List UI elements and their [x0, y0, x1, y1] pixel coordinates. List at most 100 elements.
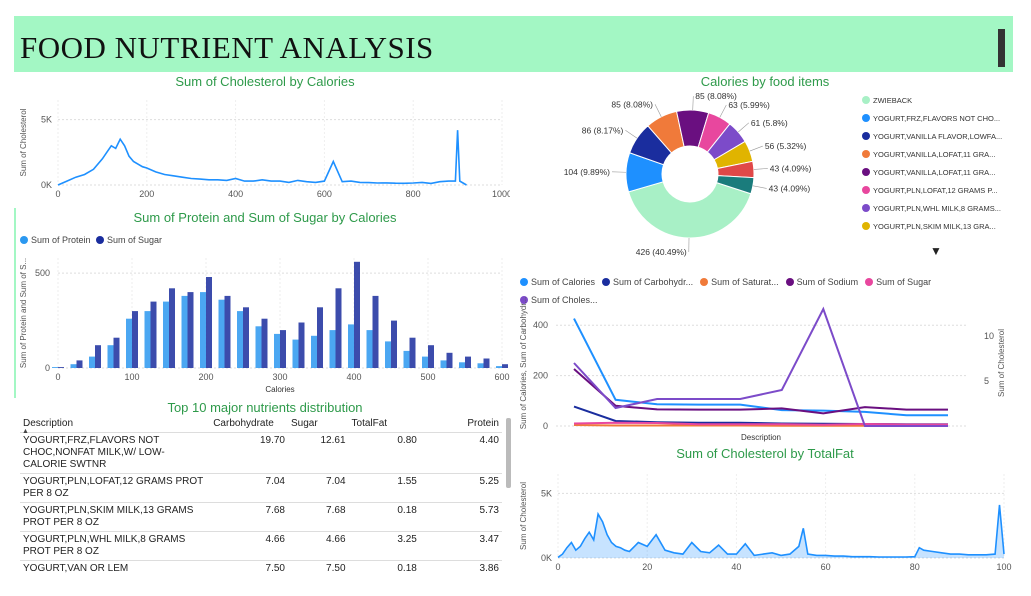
legend-label: Sum of Choles... — [531, 295, 598, 305]
x-axis-label: Description — [741, 433, 781, 442]
bar — [409, 337, 416, 368]
x-tick-label: 300 — [272, 372, 287, 382]
bar — [255, 326, 262, 368]
legend-sugar[interactable]: Sum of Sugar — [96, 235, 162, 245]
combo-legend-item[interactable]: Sum of Calories — [520, 277, 595, 287]
pie-legend-item[interactable]: ZWIEBACK — [862, 96, 1002, 114]
slice-leader — [625, 130, 638, 139]
bar — [150, 301, 157, 368]
pie-legend-item[interactable]: YOGURT,VANILLA FLAVOR,LOWFA... — [862, 132, 1002, 150]
cell-sugar: 4.66 — [288, 531, 349, 561]
series-line — [573, 306, 948, 427]
y-tick-label: 500 — [35, 268, 50, 278]
bar — [366, 330, 373, 368]
table-header-row: Description Carbohydrate Sugar TotalFat … — [20, 416, 502, 433]
bar — [113, 337, 120, 368]
cell-protein: 4.40 — [419, 432, 502, 474]
pie-legend-item[interactable]: YOGURT,VANILLA,LOFAT,11 GRA... — [862, 168, 1002, 186]
title-banner: FOOD NUTRIENT ANALYSIS — [14, 16, 1013, 72]
cell-carbohydrate: 19.70 — [210, 432, 288, 474]
legend-protein[interactable]: Sum of Protein — [20, 235, 91, 245]
pie-legend-item[interactable]: YOGURT,PLN,WHL MILK,8 GRAMS... — [862, 204, 1002, 222]
slice-leader — [749, 145, 763, 152]
col-description[interactable]: Description — [23, 418, 74, 429]
cell-description: YOGURT,PLN,WHL MILK,8 GRAMS PROT PER 8 O… — [20, 531, 211, 561]
bar — [261, 318, 268, 368]
legend-dot-icon — [20, 236, 28, 244]
calories-by-food-pie[interactable]: 426 (40.49%) 104 (9.89%) 86 (8.17%) 85 (8.0… — [520, 92, 860, 262]
bar — [274, 333, 280, 368]
pie-slice — [627, 181, 752, 239]
x-tick-label: 400 — [346, 372, 361, 382]
x-tick-label: 60 — [821, 562, 831, 572]
cell-description: YOGURT,PLN,LOFAT,12 GRAMS PROT PER 8 OZ — [20, 473, 211, 503]
col-carbohydrate[interactable]: Carbohydrate — [213, 418, 274, 429]
y-axis-label: Sum of Calories, Sum of Carbohydr... — [519, 297, 528, 430]
bar — [126, 318, 132, 368]
slice-leader — [719, 104, 727, 118]
slice-label: 426 (40.49%) — [636, 247, 687, 257]
pie-legend-item[interactable]: YOGURT,FRZ,FLAVORS NOT CHO... — [862, 114, 1002, 132]
combo-legend-item[interactable]: Sum of Carbohydr... — [602, 277, 693, 287]
bar — [292, 339, 299, 368]
bar — [477, 363, 484, 368]
bar — [76, 360, 83, 368]
pie-legend-item[interactable]: YOGURT,PLN,SKIM MILK,13 GRA... — [862, 222, 1002, 240]
bar — [163, 301, 169, 368]
nutrients-table[interactable]: Description Carbohydrate Sugar TotalFat … — [20, 416, 506, 592]
slice-label: 104 (9.89%) — [564, 167, 610, 177]
bar — [280, 330, 286, 368]
pie-legend-item[interactable]: YOGURT,PLN,LOFAT,12 GRAMS P... — [862, 186, 1002, 204]
col-sugar[interactable]: Sugar — [291, 418, 318, 429]
legend-label: YOGURT,FRZ,FLAVORS NOT CHO... — [873, 114, 1001, 123]
x-tick-label: 600 — [494, 372, 509, 382]
slice-leader — [654, 104, 662, 117]
bar — [403, 350, 410, 368]
bar — [391, 320, 397, 368]
legend-more-icon[interactable]: ▼ — [930, 244, 942, 258]
protein-sugar-by-calories-chart[interactable]: 0 500 0 100 200 300 400 500 600 Sum of Protein an… — [16, 250, 510, 398]
cell-totalfat: 0.18 — [348, 502, 420, 532]
legend-dot-icon — [862, 114, 870, 122]
slice-label: 61 (5.8%) — [751, 118, 788, 128]
slice-label: 85 (8.08%) — [611, 99, 653, 109]
y-tick-label: 0 — [543, 421, 548, 431]
legend-label: YOGURT,VANILLA FLAVOR,LOWFA... — [873, 132, 1003, 141]
legend-dot-icon — [785, 278, 794, 286]
col-protein[interactable]: Protein — [467, 418, 499, 429]
series-line — [573, 318, 948, 417]
table-row: YOGURT,PLN,LOFAT,12 GRAMS PROT PER 8 OZ … — [20, 473, 502, 503]
table-scrollbar[interactable] — [506, 418, 511, 488]
legend-dot-icon — [862, 222, 870, 230]
bar — [169, 288, 175, 368]
sort-arrow-icon[interactable]: ▲ — [22, 428, 29, 435]
legend-dot-icon — [96, 236, 104, 244]
combo-legend-item[interactable]: Sum of Choles... — [520, 295, 598, 305]
chol-by-totalfat-title: Sum of Cholesterol by TotalFat — [676, 446, 854, 461]
chol-by-calories-chart[interactable]: 0K 5K 0 200 400 600 800 1000 Sum of Cholesterol — [16, 92, 510, 204]
bar — [465, 356, 471, 368]
bar — [52, 367, 58, 368]
combo-legend-item[interactable]: Sum of Sodium — [785, 277, 858, 287]
slice-leader — [692, 96, 694, 111]
legend-dot-icon — [862, 168, 870, 176]
legend-dot-icon — [862, 132, 870, 140]
chol-by-totalfat-chart[interactable]: 0K 5K 0 20 40 60 80 100 Sum of Cholesterol — [516, 464, 1012, 592]
nutrients-by-description-chart[interactable]: 0 200 400 5 10 Sum of Calories, Sum of Carboh… — [516, 290, 1012, 442]
x-tick-label: 600 — [317, 189, 332, 199]
pie-legend-item[interactable]: YOGURT,VANILLA,LOFAT,11 GRA... — [862, 150, 1002, 168]
bar — [70, 364, 77, 368]
table-row: YOGURT,VAN OR LEM 7.50 7.50 0.18 3.86 — [20, 560, 502, 577]
combo-legend-item[interactable]: Sum of Saturat... — [700, 277, 779, 287]
legend-dot-icon — [865, 278, 874, 286]
col-totalfat[interactable]: TotalFat — [351, 418, 388, 429]
combo-legend-item[interactable]: Sum of Sugar — [865, 277, 931, 287]
slice-leader — [752, 185, 767, 189]
cell-description: YOGURT,FRZ,FLAVORS NOT CHOC,NONFAT MILK,… — [20, 432, 211, 474]
legend-dot-icon — [862, 204, 870, 212]
y-axis-label: Sum of Protein and Sum of S... — [19, 258, 28, 368]
cell-protein: 3.86 — [419, 560, 502, 577]
cell-totalfat: 3.25 — [348, 531, 420, 561]
bar — [502, 364, 508, 368]
x-tick-label: 0 — [55, 189, 60, 199]
